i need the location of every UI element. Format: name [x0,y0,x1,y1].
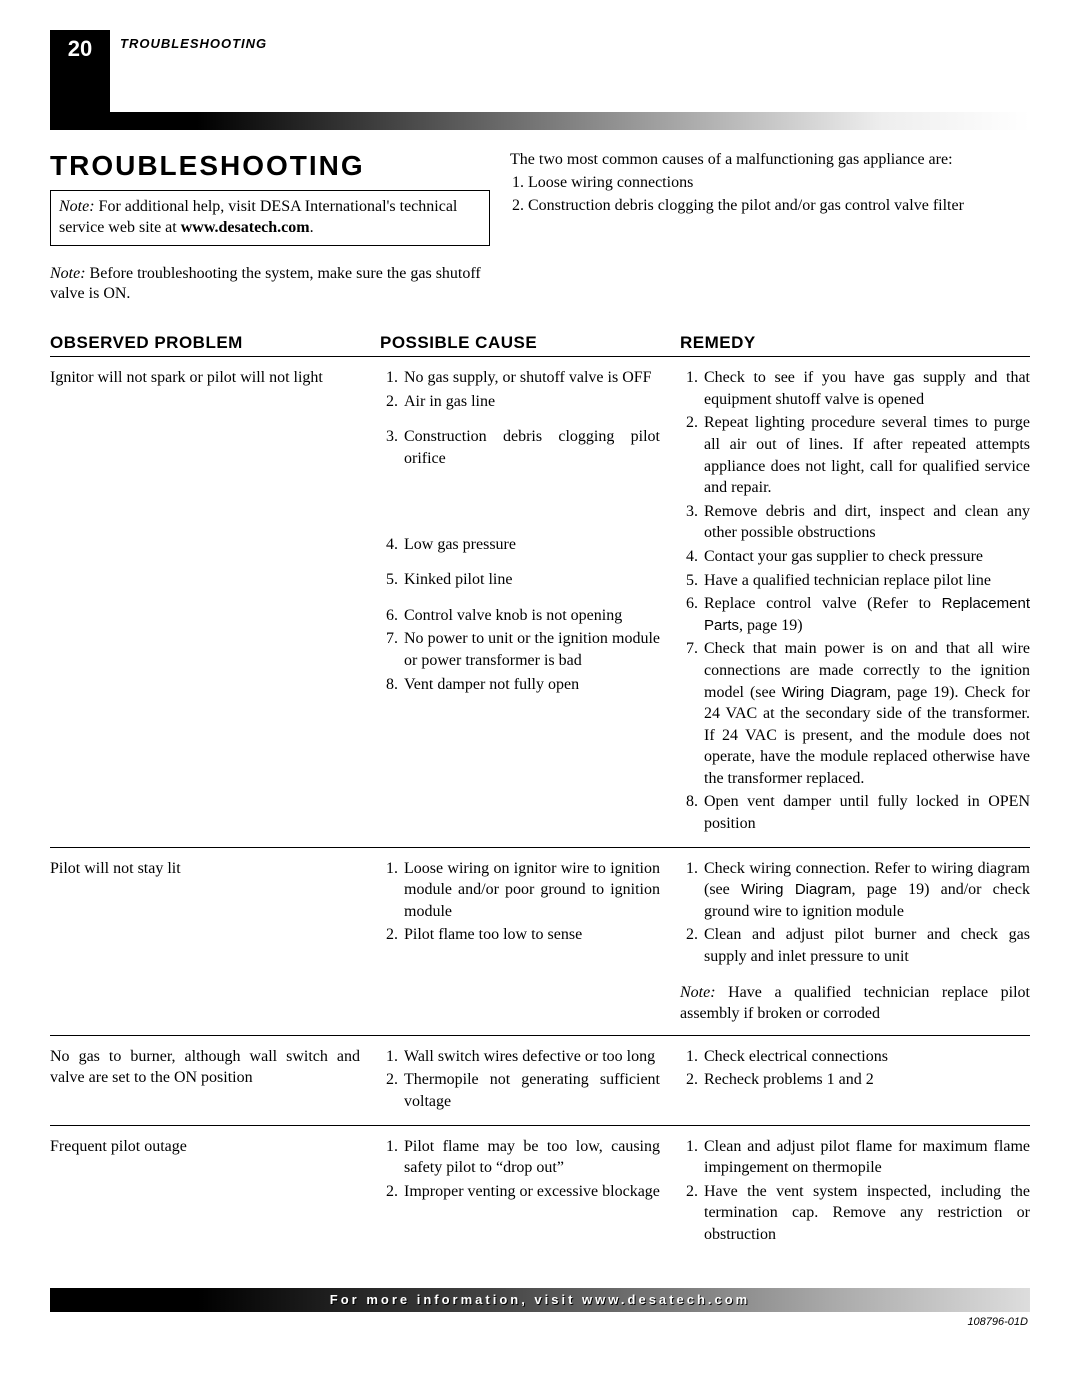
header-section-label: TROUBLESHOOTING [120,36,267,51]
possible-cause: Pilot flame may be too low, causing safe… [380,1136,680,1248]
possible-cause: Loose wiring on ignitor wire to ignition… [380,858,680,1025]
cause-item: Improper venting or excessive blockage [402,1181,660,1203]
intro-columns: TROUBLESHOOTING Note: For additional hel… [50,150,1030,305]
possible-cause: Wall switch wires defective or too longT… [380,1046,680,1115]
col-header-remedy: REMEDY [680,333,1030,353]
cause-item: No gas supply, or shutoff valve is OFF [402,367,660,389]
prenote-text: Before troubleshooting the system, make … [50,265,481,303]
table-row: Frequent pilot outage Pilot flame may be … [50,1132,1030,1258]
remedy: Clean and adjust pilot flame for maximum… [680,1136,1030,1248]
cause-item: Loose wiring on ignitor wire to ignition… [402,858,660,923]
remedy-item: Open vent damper until fully locked in O… [702,791,1030,834]
cause-item: Control valve knob is not opening [402,605,660,627]
remedy-item: Clean and adjust pilot flame for maximum… [702,1136,1030,1179]
table-row: No gas to burner, although wall switch a… [50,1042,1030,1126]
col-header-cause: POSSIBLE CAUSE [380,333,680,353]
remedy-item: Repeat lighting procedure several times … [702,412,1030,498]
remedy: Check wiring connection. Refer to wiring… [680,858,1030,1025]
cause-item: Wall switch wires defective or too long [402,1046,660,1068]
observed-problem: Frequent pilot outage [50,1136,380,1248]
header-gradient-bar [50,112,1030,130]
possible-cause: No gas supply, or shutoff valve is OFFAi… [380,367,680,836]
intro-line: The two most common causes of a malfunct… [510,150,1030,171]
cause-item: No power to unit or the ignition module … [402,628,660,671]
observed-problem: Pilot will not stay lit [50,858,380,1025]
note-box: Note: For additional help, visit DESA In… [50,190,490,246]
remedy-item: Remove debris and dirt, inspect and clea… [702,501,1030,544]
remedy-item: Check that main power is on and that all… [702,638,1030,789]
troubleshooting-table: OBSERVED PROBLEM POSSIBLE CAUSE REMEDY I… [50,333,1030,1257]
remedy-item: Replace control valve (Refer to Replacem… [702,593,1030,636]
remedy: Check electrical connectionsRecheck prob… [680,1046,1030,1115]
cause-item: Pilot flame too low to sense [402,924,660,946]
intro-right-column: The two most common causes of a malfunct… [510,150,1030,218]
cause-item: Kinked pilot line [402,569,660,591]
page: 20 TROUBLESHOOTING TROUBLESHOOTING Note:… [0,0,1080,1348]
remedy: Check to see if you have gas supply and … [680,367,1030,836]
cause-item: Thermopile not generating sufficient vol… [402,1069,660,1112]
remedy-item: Contact your gas supplier to check press… [702,546,1030,568]
observed-problem: No gas to burner, although wall switch a… [50,1046,380,1115]
col-header-problem: OBSERVED PROBLEM [50,333,380,353]
remedy-item: Check wiring connection. Refer to wiring… [702,858,1030,923]
cause-item: Pilot flame may be too low, causing safe… [402,1136,660,1179]
cause-item: Low gas pressure [402,534,660,556]
section-title: TROUBLESHOOTING [50,150,490,182]
note-suffix: . [310,219,314,236]
document-id: 108796-01D [50,1316,1030,1328]
intro-cause-item: Loose wiring connections [528,173,1030,194]
remedy-item: Recheck problems 1 and 2 [702,1069,1030,1091]
remedy-item: Clean and adjust pilot burner and check … [702,924,1030,967]
intro-cause-item: Construction debris clogging the pilot a… [528,196,1030,217]
cause-item: Air in gas line [402,391,660,413]
pre-troubleshoot-note: Note: Before troubleshooting the system,… [50,264,490,306]
table-row: Ignitor will not spark or pilot will not… [50,363,1030,847]
remedy-note: Note: Have a qualified technician replac… [680,982,1030,1025]
remedy-item: Check to see if you have gas supply and … [702,367,1030,410]
page-number: 20 [50,30,110,130]
note-label: Note: [59,198,95,215]
table-row: Pilot will not stay lit Loose wiring on i… [50,854,1030,1036]
remedy-item: Have a qualified technician replace pilo… [702,570,1030,592]
table-body: Ignitor will not spark or pilot will not… [50,363,1030,1257]
cause-item: Construction debris clogging pilot orifi… [402,426,660,469]
table-header-row: OBSERVED PROBLEM POSSIBLE CAUSE REMEDY [50,333,1030,357]
intro-left-column: TROUBLESHOOTING Note: For additional hel… [50,150,490,305]
note-label: Note: [50,265,86,282]
cause-item: Vent damper not fully open [402,674,660,696]
remedy-item: Have the vent system inspected, includin… [702,1181,1030,1246]
note-url: www.desatech.com [181,219,310,236]
remedy-item: Check electrical connections [702,1046,1030,1068]
intro-cause-list: Loose wiring connectionsConstruction deb… [528,173,1030,217]
footer-bar: For more information, visit www.desatech… [50,1288,1030,1312]
observed-problem: Ignitor will not spark or pilot will not… [50,367,380,836]
note-label: Note: [680,984,716,1001]
remedy-note-text: Have a qualified technician replace pilo… [680,984,1030,1023]
